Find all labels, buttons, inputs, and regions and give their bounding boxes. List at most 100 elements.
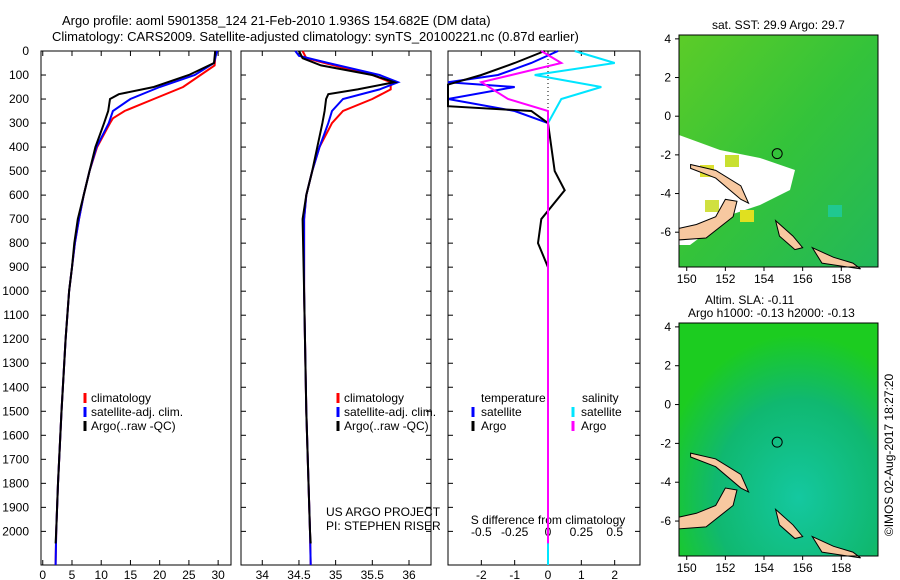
legend-label: Argo <box>581 419 607 433</box>
x-tick-label: 0 <box>39 568 46 580</box>
lon-tick-label: 150 <box>677 561 697 575</box>
land-new-britain <box>678 487 738 530</box>
series-line-satellite <box>294 50 401 566</box>
lon-tick-label: 150 <box>677 272 697 286</box>
y-tick-label: 0 <box>22 44 29 58</box>
land-solomon-islands <box>811 535 861 559</box>
legend-label: climatology <box>91 391 151 405</box>
y-tick-label: 700 <box>9 212 29 226</box>
x-tick-label: 2 <box>611 568 618 580</box>
x-tick-label: -1 <box>509 568 520 580</box>
x-tick-label: 34 <box>256 568 270 580</box>
y-tick-label: 1600 <box>2 428 29 442</box>
series-line-climatology <box>301 50 392 566</box>
land-new-ireland <box>690 452 750 493</box>
x-tick-label: 25 <box>182 568 196 580</box>
x-tick-label: 15 <box>124 568 138 580</box>
lat-tick-label: 4 <box>664 32 671 46</box>
sst-patch <box>828 205 842 217</box>
map-frame <box>678 322 879 557</box>
legend-label: satellite-adj. clim. <box>344 405 436 419</box>
sst-patch <box>725 155 739 167</box>
lon-tick-label: 156 <box>793 272 813 286</box>
lat-tick-label: 2 <box>664 359 671 373</box>
y-tick-label: 600 <box>9 188 29 202</box>
series-line-argo <box>298 50 399 544</box>
y-tick-label: 1300 <box>2 356 29 370</box>
footer-credit: ©IMOS 02-Aug-2017 18:27:20 <box>882 373 896 537</box>
legend-label: Argo <box>481 419 507 433</box>
legend-label: satellite-adj. clim. <box>91 405 183 419</box>
lon-tick-label: 158 <box>831 272 851 286</box>
map-frame <box>678 34 879 268</box>
lon-tick-label: 152 <box>715 272 735 286</box>
lat-tick-label: -2 <box>660 148 671 162</box>
y-tick-label: 200 <box>9 92 29 106</box>
lat-tick-label: 2 <box>664 71 671 85</box>
lat-tick-label: -2 <box>660 436 671 450</box>
y-tick-label: 100 <box>9 68 29 82</box>
x-tick-label: 1 <box>578 568 585 580</box>
argo-float-location-marker <box>771 148 783 160</box>
panel-frame-salinity <box>240 50 432 566</box>
x-tick-label: 30 <box>211 568 225 580</box>
project-annotation: US ARGO PROJECT <box>326 505 441 519</box>
y-tick-label: 1500 <box>2 404 29 418</box>
land-new-ireland <box>690 163 750 205</box>
lon-tick-label: 154 <box>754 561 774 575</box>
s-tick-label: 0.5 <box>606 525 623 539</box>
lat-tick-label: 0 <box>664 398 671 412</box>
series-line-t-argo <box>447 50 566 544</box>
map2-title: Altim. SLA: -0.11 <box>705 293 795 307</box>
project-annotation: PI: STEPHEN RISER <box>326 519 441 533</box>
lat-tick-label: 4 <box>664 320 671 334</box>
sst-patch <box>740 210 754 222</box>
map1-title: sat. SST: 29.9 Argo: 29.7 <box>712 18 845 32</box>
series-line-climatology <box>54 50 217 566</box>
y-tick-label: 1700 <box>2 452 29 466</box>
map2-subtitle: Argo h1000: -0.13 h2000: -0.13 <box>688 306 855 320</box>
series-line-s-satellite <box>534 50 615 565</box>
y-tick-label: 1200 <box>2 332 29 346</box>
panel-frame-differences <box>447 50 641 566</box>
series-line-s-argo <box>478 50 564 544</box>
s-tick-label: 0.25 <box>570 525 594 539</box>
land-new-britain <box>678 198 738 241</box>
s-tick-label: -0.5 <box>471 525 492 539</box>
y-tick-label: 1900 <box>2 500 29 514</box>
y-tick-label: 2000 <box>2 524 29 538</box>
lat-tick-label: -4 <box>660 187 671 201</box>
y-tick-label: 800 <box>9 236 29 250</box>
title-line2: Climatology: CARS2009. Satellite-adjuste… <box>52 29 579 44</box>
land-solomon-islands <box>811 246 861 270</box>
title-line1: Argo profile: aoml 5901358_124 21-Feb-20… <box>62 13 491 28</box>
x-tick-label: 34.5 <box>287 568 311 580</box>
series-line-satellite <box>54 50 218 566</box>
argo-float-location-marker <box>771 436 783 448</box>
panel-frame-temperature <box>40 50 232 566</box>
x-tick-label: 0 <box>545 568 552 580</box>
legend-title-salinity: salinity <box>582 391 619 405</box>
lat-tick-label: 0 <box>664 109 671 123</box>
legend-title-temperature: temperature <box>481 391 546 405</box>
y-tick-label: 1000 <box>2 284 29 298</box>
y-tick-label: 300 <box>9 116 29 130</box>
lat-tick-label: -6 <box>660 225 671 239</box>
legend-label: Argo(..raw -QC) <box>344 419 429 433</box>
series-line-argo <box>54 50 217 544</box>
legend-label: Argo(..raw -QC) <box>91 419 176 433</box>
lat-tick-label: -4 <box>660 475 671 489</box>
land-bougainville <box>774 507 804 540</box>
x-tick-label: 10 <box>95 568 109 580</box>
series-line-t-satellite <box>447 50 559 532</box>
x-tick-label: -2 <box>476 568 487 580</box>
x-tick-label: 35.5 <box>361 568 385 580</box>
x-tick-label: 5 <box>69 568 76 580</box>
lon-tick-label: 156 <box>793 561 813 575</box>
y-tick-label: 1800 <box>2 476 29 490</box>
y-tick-label: 1400 <box>2 380 29 394</box>
lon-tick-label: 152 <box>715 561 735 575</box>
x-tick-label: 35 <box>329 568 343 580</box>
